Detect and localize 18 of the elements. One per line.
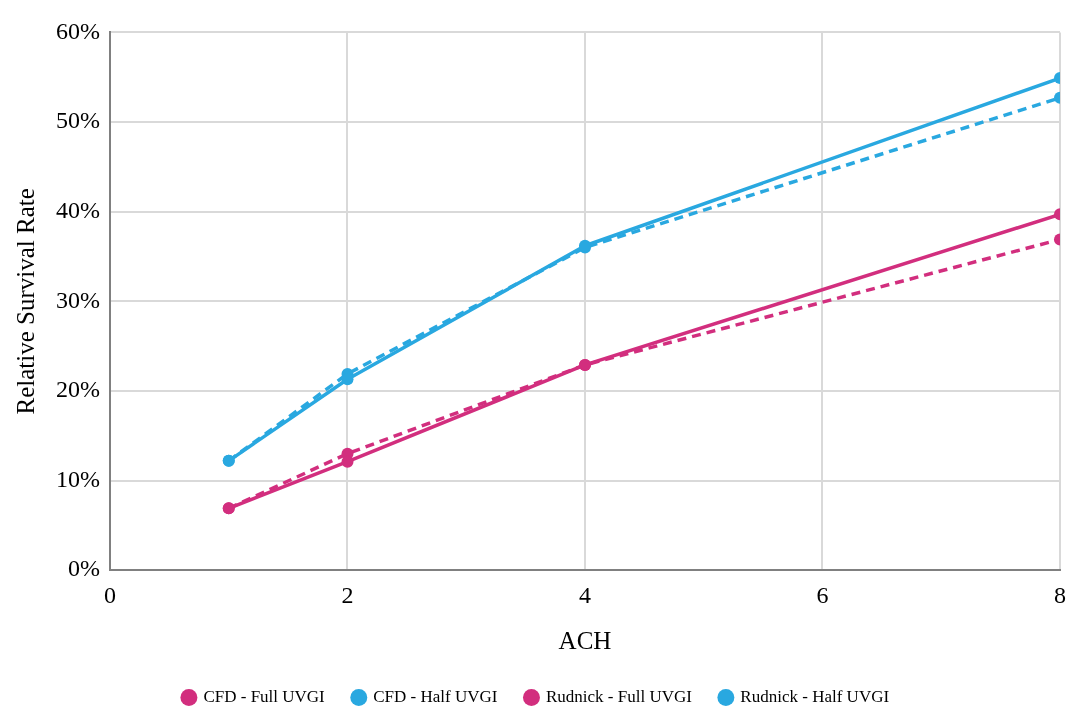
x-axis-title: ACH: [558, 626, 612, 654]
legend-label: Rudnick - Half UVGI: [740, 686, 890, 706]
x-tick-label: 6: [816, 581, 829, 608]
x-tick-label: 0: [103, 581, 116, 608]
y-tick-label: 30%: [55, 286, 100, 313]
legend-label: Rudnick - Full UVGI: [545, 686, 693, 706]
y-tick-label: 0%: [67, 555, 100, 582]
y-tick-label: 50%: [55, 107, 100, 134]
x-tick-label: 2: [341, 581, 354, 608]
x-tick-label: 8: [1054, 581, 1066, 608]
y-axis-title: Relative Survival Rate: [11, 188, 39, 415]
y-tick-label: 20%: [55, 376, 100, 403]
legend-label: CFD - Half UVGI: [373, 686, 498, 706]
y-tick-label: 40%: [55, 196, 100, 223]
y-tick-label: 60%: [55, 17, 100, 44]
legend-label: CFD - Full UVGI: [203, 686, 326, 706]
y-tick-label: 10%: [55, 465, 100, 492]
x-tick-label: 4: [579, 581, 591, 608]
